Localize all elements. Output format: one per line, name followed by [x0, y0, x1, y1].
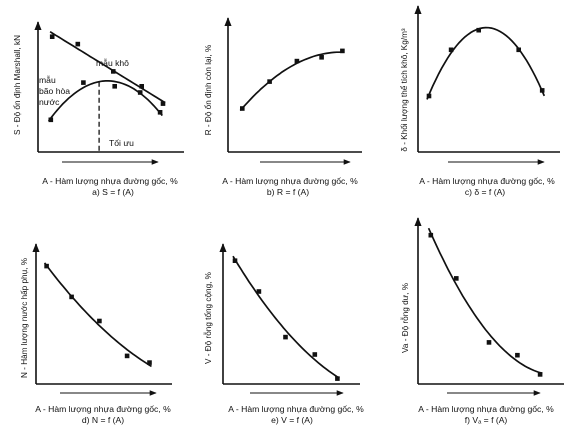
chart-a-series-0-point-0	[49, 34, 55, 39]
chart-d-xlabel: A - Hàm lượng nhựa đường gốc, %	[35, 404, 171, 414]
chart-d-caption: d) N = f (A)	[82, 415, 124, 425]
chart-a-series-1-point-1	[81, 80, 86, 85]
chart-c-caption: c) δ = f (A)	[465, 187, 505, 197]
legend-dry-sample: mẫu khô	[96, 58, 129, 68]
chart-c-series-0-point-1	[448, 47, 454, 53]
chart-b-series-0-point-4	[340, 48, 345, 54]
chart-a-caption: a) S = f (A)	[92, 187, 134, 197]
legend-saturated-sample-line2: bão hòa	[39, 86, 70, 96]
chart-b-series-0-curve	[239, 51, 345, 112]
chart-f-series-0-point-2	[486, 340, 492, 345]
chart-panel-f: Va - Độ rỗng dư, % A - Hàm lượng nhựa đư…	[400, 217, 564, 425]
chart-f-series-0-point-0	[428, 232, 434, 238]
chart-a-series-0-curve	[49, 30, 166, 104]
chart-a-series-1-point-3	[137, 90, 143, 95]
chart-d-series-0-point-1	[69, 294, 74, 300]
chart-e-series-0-point-0	[232, 258, 238, 263]
chart-f-ylabel: Va - Độ rỗng dư, %	[400, 283, 410, 353]
chart-e-series-0-point-1	[256, 289, 262, 294]
chart-b-ylabel: R - Độ ổn định còn lại, %	[203, 45, 213, 136]
chart-a-series-1-point-2	[112, 84, 117, 89]
chart-d-series-0-point-3	[124, 353, 130, 359]
chart-panel-e: V - Độ rỗng tổng cộng, % A - Hàm lượng n…	[203, 243, 364, 425]
chart-e-series-0-point-3	[312, 352, 318, 357]
chart-panel-c: δ - Khối lượng thể tích khô, Kg/m³ A - H…	[399, 5, 560, 197]
chart-a-ylabel: S - Độ ổn định Marshall, kN	[12, 35, 22, 135]
chart-d-series-0-curve	[43, 262, 152, 368]
chart-e-ylabel: V - Độ rỗng tổng cộng, %	[203, 272, 213, 364]
chart-f-caption: f) Vₐ = f (A)	[465, 415, 508, 425]
chart-b-series-0-point-3	[319, 55, 324, 60]
chart-b-caption: b) R = f (A)	[267, 187, 309, 197]
chart-d-series-0-point-2	[97, 318, 102, 324]
chart-d-series-0-point-4	[147, 360, 152, 365]
legend-saturated-sample-line3: nước	[39, 97, 60, 107]
chart-c-series-0-point-0	[426, 93, 432, 99]
chart-a-series-0-point-2	[111, 69, 116, 74]
chart-c-series-0-point-3	[516, 47, 521, 53]
chart-a-series-1-curve	[47, 80, 163, 122]
chart-f-series-0-point-1	[454, 276, 459, 281]
chart-e-series-0-point-4	[335, 376, 340, 381]
chart-panel-b: R - Độ ổn định còn lại, % A - Hàm lượng …	[203, 17, 362, 197]
chart-e-caption: e) V = f (A)	[271, 415, 313, 425]
chart-d-series-0-point-0	[44, 263, 49, 269]
chart-c-series-0-point-2	[476, 27, 481, 33]
chart-f-series-0-curve	[427, 227, 543, 375]
legend-saturated-sample-line1: mẫu	[39, 75, 56, 85]
chart-c-xlabel: A - Hàm lượng nhựa đường gốc, %	[419, 176, 555, 186]
chart-e-series-0-curve	[232, 255, 340, 379]
chart-a-series-0-point-1	[75, 41, 81, 47]
chart-f-series-0-point-4	[537, 372, 543, 377]
optimum-label: Tối ưu	[109, 138, 134, 148]
chart-b-xlabel: A - Hàm lượng nhựa đường gốc, %	[222, 176, 358, 186]
chart-e-series-0-point-2	[283, 334, 288, 340]
chart-f-xlabel: A - Hàm lượng nhựa đường gốc, %	[418, 404, 554, 414]
chart-a-series-0-point-3	[139, 84, 144, 89]
chart-a-series-1-point-0	[48, 117, 54, 123]
chart-c-ylabel: δ - Khối lượng thể tích khô, Kg/m³	[399, 28, 409, 152]
chart-b-series-0-point-0	[240, 106, 245, 111]
chart-a-series-1-point-4	[157, 110, 163, 115]
chart-f-series-0-point-3	[515, 352, 520, 358]
chart-panel-a: S - Độ ổn định Marshall, kN A - Hàm lượn…	[12, 21, 184, 197]
chart-d-ylabel: N - Hàm lượng nước hấp phụ, %	[20, 258, 29, 378]
chart-e-xlabel: A - Hàm lượng nhựa đường gốc, %	[228, 404, 364, 414]
chart-c-series-0-point-4	[539, 88, 545, 93]
chart-b-series-0-point-2	[294, 58, 300, 64]
chart-b-series-0-point-1	[267, 79, 272, 84]
chart-panel-d: N - Hàm lượng nước hấp phụ, % A - Hàm lư…	[20, 243, 172, 425]
chart-a-series-0-point-4	[160, 101, 166, 106]
chart-a-xlabel: A - Hàm lượng nhựa đường gốc, %	[42, 176, 178, 186]
chart-c-series-0-curve	[426, 26, 546, 100]
